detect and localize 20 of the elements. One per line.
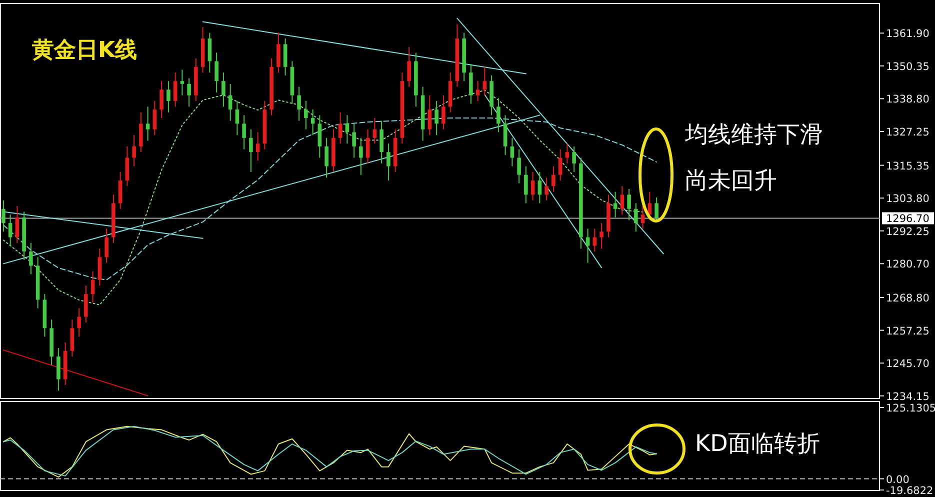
annotation: 尚未回升: [685, 168, 777, 194]
y-tick-label: 1245.70: [886, 358, 930, 370]
y-tick-label: -19.6822: [886, 485, 934, 497]
y-tick-label: 0.00: [886, 474, 910, 486]
y-tick-label: 1350.35: [886, 60, 930, 73]
y-tick-label: 1268.80: [886, 292, 930, 304]
ref-line-label: 1296.70: [886, 213, 930, 226]
y-tick-label: 1292.25: [886, 226, 930, 238]
y-tick-label: 1280.70: [886, 258, 930, 271]
y-tick-label: 1361.90: [886, 28, 930, 40]
y-tick-label: 1315.35: [886, 160, 930, 172]
annotation: KD面临转折: [695, 431, 820, 457]
y-tick-label: 1338.80: [886, 94, 930, 106]
y-tick-label: 1257.25: [886, 325, 930, 338]
annotation: 均线维持下滑: [684, 122, 823, 148]
y-tick-label: 125.1305: [886, 402, 935, 414]
text: 黄金日K线: [31, 38, 138, 63]
y-tick-label: 1303.80: [886, 193, 930, 206]
y-tick-label: 1234.15: [886, 390, 930, 403]
y-tick-label: 1327.25: [886, 126, 930, 138]
